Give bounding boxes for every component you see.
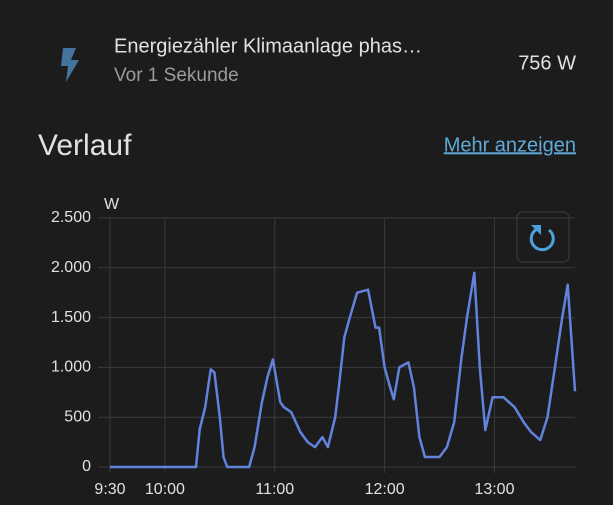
entity-icon	[61, 48, 79, 82]
data-line	[110, 271, 577, 469]
entity-name[interactable]: Energiezähler Klimaanlage phas…	[114, 35, 422, 57]
plot: 0 500 1.000 1.500 2.000 2.500 9:30 10:00 11:00 12…	[51, 209, 577, 498]
more-link[interactable]: Mehr anzeigen	[444, 134, 576, 156]
y-tick-label: 2.000	[51, 259, 91, 276]
refresh-frame[interactable]	[516, 211, 570, 263]
y-tick-label: 2.500	[51, 209, 91, 226]
section-title: Verlauf	[38, 129, 132, 162]
last-changed: Vor 1 Sekunde	[114, 65, 239, 86]
x-tick-label: 13:00	[474, 481, 514, 498]
x-tick-label: 12:00	[365, 481, 405, 498]
entity-state: 756 W	[518, 52, 576, 74]
x-tick-label: 9:30	[94, 481, 125, 498]
y-tick-label: 0	[82, 458, 91, 475]
x-tick-label: 10:00	[145, 481, 185, 498]
x-tick-label: 11:00	[255, 481, 294, 498]
refresh-icon[interactable]	[529, 227, 555, 252]
y-unit: W	[104, 196, 120, 213]
y-tick-label: 500	[64, 408, 91, 425]
refresh-arrow[interactable]	[531, 225, 541, 235]
y-tick-label: 1.000	[51, 359, 91, 376]
y-tick-label: 1.500	[51, 309, 91, 326]
refresh-button[interactable]	[516, 211, 570, 263]
